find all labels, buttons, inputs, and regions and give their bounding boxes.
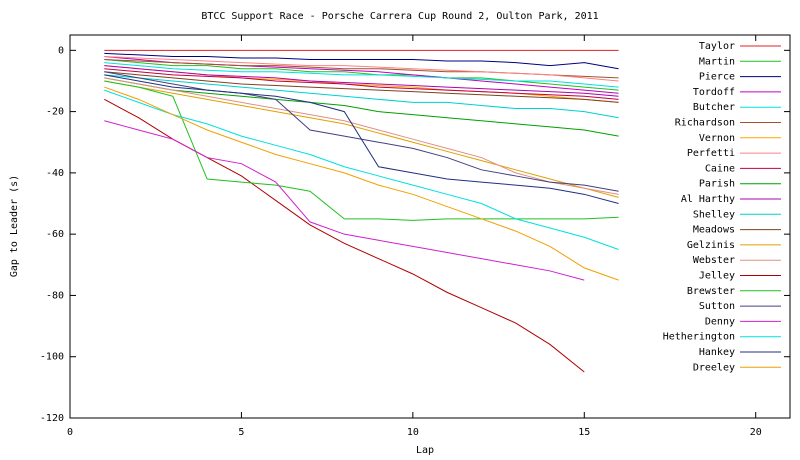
legend-label: Perfetti <box>687 148 735 159</box>
legend-label: Al Harthy <box>681 194 735 205</box>
series-line <box>104 59 619 91</box>
y-tick-label: -120 <box>40 413 64 424</box>
x-tick-label: 5 <box>238 427 244 438</box>
legend-label: Dreeley <box>693 362 735 373</box>
legend-label: Caine <box>705 163 735 174</box>
series-line <box>104 77 619 137</box>
series-line <box>104 80 619 198</box>
y-tick-label: -20 <box>46 107 64 118</box>
legend-label: Richardson <box>675 118 735 129</box>
legend-label: Butcher <box>693 102 735 113</box>
series-line <box>104 52 619 70</box>
legend-label: Pierce <box>699 72 735 83</box>
series-line <box>104 89 619 250</box>
legend-label: Webster <box>693 255 735 266</box>
series-line <box>104 55 619 82</box>
legend-label: Hankey <box>699 347 735 358</box>
legend-label: Hetherington <box>663 332 735 343</box>
series-line <box>104 68 619 100</box>
legend-label: Gelzinis <box>687 240 735 251</box>
y-tick-label: -60 <box>46 229 64 240</box>
x-tick-label: 20 <box>750 427 762 438</box>
legend-label: Brewster <box>687 286 735 297</box>
series-line <box>104 65 619 97</box>
legend-label: Vernon <box>699 133 735 144</box>
series-line <box>104 86 619 281</box>
x-axis-label: Lap <box>416 445 434 456</box>
plot-frame <box>69 34 791 419</box>
y-tick-label: -80 <box>46 290 64 301</box>
series-line <box>104 74 619 205</box>
x-tick-label: 0 <box>67 427 73 438</box>
legend-label: Taylor <box>699 41 735 52</box>
legend-label: Meadows <box>693 225 735 236</box>
legend-label: Sutton <box>699 301 735 312</box>
legend-label: Tordoff <box>693 87 735 98</box>
series-line <box>104 98 585 373</box>
legend-label: Parish <box>699 179 735 190</box>
series-line <box>104 80 619 221</box>
y-tick-label: -100 <box>40 352 64 363</box>
series-line <box>104 71 619 103</box>
legend-label: Martin <box>699 56 735 67</box>
y-tick-label: -40 <box>46 168 64 179</box>
x-tick-label: 15 <box>578 427 590 438</box>
y-axis-label: Gap to Leader (s) <box>9 175 20 277</box>
legend-label: Denny <box>705 316 735 327</box>
y-tick-label: 0 <box>58 45 64 56</box>
series-line <box>104 62 619 88</box>
chart-title: BTCC Support Race - Porsche Carrera Cup … <box>201 11 598 22</box>
legend-label: Jelley <box>699 271 735 282</box>
series-line <box>104 77 619 195</box>
legend-label: Shelley <box>693 209 735 220</box>
x-tick-label: 10 <box>407 427 419 438</box>
series-line <box>104 120 585 281</box>
series-line <box>104 74 619 119</box>
